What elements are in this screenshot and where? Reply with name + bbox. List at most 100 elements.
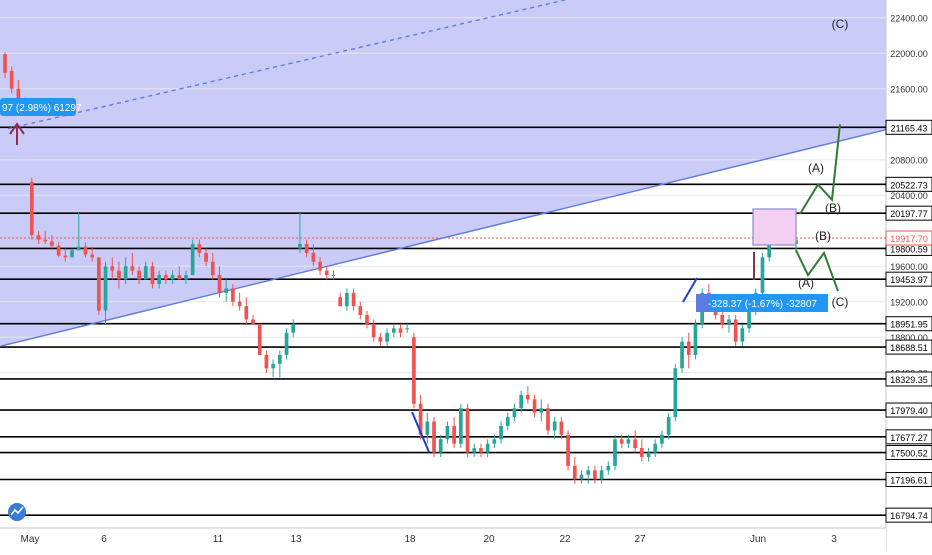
candle-body bbox=[251, 319, 255, 324]
candle-body bbox=[3, 54, 7, 73]
candle-body bbox=[150, 266, 155, 284]
current-price-tag bbox=[885, 230, 932, 246]
candle-body bbox=[405, 328, 410, 330]
tradingview-logo-icon[interactable] bbox=[8, 503, 26, 521]
candle-body bbox=[365, 315, 369, 324]
candle-body bbox=[50, 241, 54, 246]
grid-lines bbox=[0, 17, 886, 374]
price-tick-label: 20400.00 bbox=[890, 191, 928, 201]
time-tick-label: 6 bbox=[101, 534, 107, 545]
candle-body bbox=[472, 448, 477, 453]
level-price-label: 16794.74 bbox=[890, 511, 928, 521]
candle-body bbox=[190, 244, 195, 276]
candle-body bbox=[465, 408, 470, 453]
level-price-tag bbox=[885, 316, 932, 332]
candle-body bbox=[686, 341, 691, 355]
candle-body bbox=[130, 266, 135, 271]
candle-body bbox=[727, 319, 731, 324]
level-price-label: 19453.97 bbox=[890, 275, 928, 285]
candle-body bbox=[378, 337, 383, 342]
candle-body bbox=[485, 443, 490, 453]
candle-body bbox=[90, 254, 94, 258]
candle-body bbox=[277, 354, 282, 364]
candle-body bbox=[599, 470, 604, 480]
candle-body bbox=[693, 323, 698, 355]
candle-body bbox=[264, 354, 269, 369]
candle-body bbox=[157, 275, 162, 284]
highlight-box bbox=[752, 208, 797, 246]
price-tick-label: 22400.00 bbox=[890, 14, 928, 24]
level-price-label: 18688.51 bbox=[890, 343, 928, 353]
measure-label: 97 (2.98%) 61297 bbox=[2, 103, 82, 114]
candle-body bbox=[56, 245, 61, 256]
wave-label: (B) bbox=[815, 229, 831, 243]
wave-label: (C) bbox=[832, 295, 849, 309]
candle-body bbox=[43, 239, 48, 242]
candle-body bbox=[284, 332, 289, 355]
candle-body bbox=[532, 399, 537, 413]
candle-body bbox=[291, 323, 296, 333]
candle-body bbox=[164, 275, 168, 280]
candle-body bbox=[438, 439, 443, 453]
time-tick-label: May bbox=[21, 534, 40, 545]
candle-body bbox=[505, 417, 510, 426]
candle-body bbox=[204, 252, 208, 262]
measure-shade bbox=[696, 294, 710, 312]
price-tick-label: 22000.00 bbox=[890, 49, 928, 59]
candle-body bbox=[338, 297, 343, 307]
up-arrow-head-icon bbox=[9, 122, 25, 135]
candle-body bbox=[512, 408, 517, 418]
candle-body bbox=[110, 266, 115, 271]
candle-body bbox=[613, 439, 617, 466]
candle-body bbox=[539, 408, 544, 413]
candle-body bbox=[217, 275, 222, 293]
price-tick-label: 18800.00 bbox=[890, 333, 928, 343]
candle-body bbox=[76, 246, 81, 251]
candle-body bbox=[36, 235, 41, 240]
time-tick-label: 3 bbox=[831, 534, 837, 545]
candle-body bbox=[559, 421, 564, 435]
candle-body bbox=[633, 439, 637, 449]
candle-body bbox=[298, 244, 302, 249]
support-resistance-levels bbox=[0, 126, 886, 516]
candle-body bbox=[639, 448, 644, 458]
measure-box bbox=[0, 98, 76, 116]
candle-body bbox=[358, 306, 363, 316]
time-tick-label: 13 bbox=[290, 534, 302, 545]
level-price-label: 20522.73 bbox=[890, 180, 928, 190]
candle-body bbox=[345, 292, 349, 307]
candle-body bbox=[103, 266, 108, 311]
candle-body bbox=[70, 250, 74, 258]
level-price-tag bbox=[885, 402, 932, 418]
candle-body bbox=[391, 328, 396, 333]
annotations: 97 (2.98%) 61297 -328.37 (-1.67%) -32807 (… bbox=[0, 17, 849, 453]
wave-label: (B) bbox=[825, 201, 841, 215]
level-price-tag bbox=[885, 119, 932, 135]
level-price-tag bbox=[885, 176, 932, 192]
time-tick-label: 11 bbox=[213, 534, 224, 545]
candle-body bbox=[432, 421, 436, 453]
candle-body bbox=[606, 465, 611, 471]
level-price-label: 17677.27 bbox=[890, 433, 928, 443]
candle-body bbox=[210, 261, 215, 276]
level-price-tag bbox=[885, 339, 932, 355]
candle-body bbox=[673, 368, 678, 418]
blue-wave-segment bbox=[411, 411, 430, 453]
candle-body bbox=[143, 266, 148, 280]
blue-wave-segment bbox=[682, 277, 698, 303]
candle-body bbox=[619, 439, 624, 444]
candle-body bbox=[552, 421, 557, 431]
level-price-label: 17500.52 bbox=[890, 449, 928, 459]
candle-body bbox=[747, 310, 751, 329]
candle-body bbox=[680, 341, 684, 369]
candle-body bbox=[586, 470, 591, 475]
candle-body bbox=[720, 315, 725, 324]
candle-body bbox=[83, 246, 88, 255]
candle-body bbox=[646, 452, 651, 458]
candle-body bbox=[318, 261, 322, 271]
candle-body bbox=[418, 403, 423, 435]
candle-body bbox=[660, 434, 664, 444]
candle-body bbox=[29, 181, 34, 236]
candle-body bbox=[733, 319, 738, 342]
